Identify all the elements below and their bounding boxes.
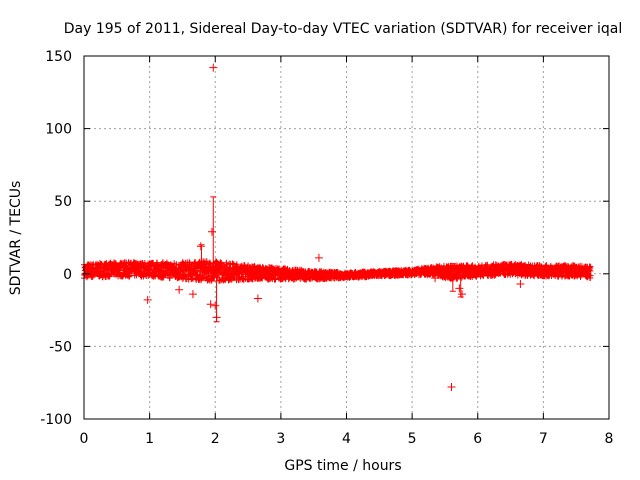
data-point bbox=[229, 260, 236, 267]
outlier-point bbox=[447, 383, 456, 392]
data-layer bbox=[81, 63, 594, 392]
y-tick-label: -100 bbox=[40, 412, 72, 428]
y-tick-label: 150 bbox=[45, 49, 72, 65]
data-point bbox=[587, 263, 594, 270]
outlier-point bbox=[516, 279, 525, 288]
x-tick-label: 0 bbox=[80, 431, 89, 447]
y-tick-label: 50 bbox=[54, 194, 72, 210]
outlier-point bbox=[212, 313, 221, 322]
y-tick-label: 100 bbox=[45, 122, 72, 138]
x-axis-label: GPS time / hours bbox=[284, 458, 401, 474]
outlier-point bbox=[196, 242, 205, 251]
y-tick-label: 0 bbox=[63, 267, 72, 283]
x-tick-label: 8 bbox=[605, 431, 614, 447]
outlier-point bbox=[207, 227, 216, 236]
data-band bbox=[81, 258, 594, 284]
chart-title: Day 195 of 2011, Sidereal Day-to-day VTE… bbox=[64, 21, 622, 37]
error-bar bbox=[210, 196, 217, 282]
ticks: 0 1 2 3 4 5 6 7 8 -100 -50 0 50 100 150 bbox=[40, 49, 613, 447]
x-tick-label: 3 bbox=[276, 431, 285, 447]
x-tick-label: 7 bbox=[539, 431, 548, 447]
grid bbox=[84, 56, 609, 419]
outlier-point bbox=[431, 274, 440, 283]
data-point bbox=[166, 275, 173, 282]
data-point bbox=[543, 262, 550, 269]
outlier-point bbox=[211, 301, 220, 310]
data-point bbox=[223, 261, 230, 268]
data-point bbox=[587, 272, 594, 279]
outlier-point bbox=[143, 295, 152, 304]
x-tick-label: 1 bbox=[145, 431, 154, 447]
error-bar bbox=[213, 270, 220, 323]
x-tick-label: 5 bbox=[408, 431, 417, 447]
outlier-point bbox=[175, 285, 184, 294]
outlier-point bbox=[314, 253, 323, 262]
x-tick-label: 6 bbox=[473, 431, 482, 447]
outlier-point bbox=[206, 300, 215, 309]
outlier-point bbox=[188, 290, 197, 299]
error-bar bbox=[449, 263, 456, 292]
error-bar bbox=[198, 244, 205, 268]
x-tick-label: 4 bbox=[342, 431, 351, 447]
y-tick-label: -50 bbox=[49, 339, 72, 355]
outlier-point bbox=[455, 284, 464, 293]
data-point bbox=[564, 262, 571, 269]
outlier-point bbox=[253, 294, 262, 303]
outlier-point bbox=[458, 290, 466, 299]
data-point bbox=[469, 262, 476, 269]
x-tick-label: 2 bbox=[211, 431, 220, 447]
y-axis-label: SDTVAR / TECUs bbox=[8, 181, 24, 296]
error-bar bbox=[457, 264, 464, 298]
outlier-point bbox=[209, 63, 218, 72]
